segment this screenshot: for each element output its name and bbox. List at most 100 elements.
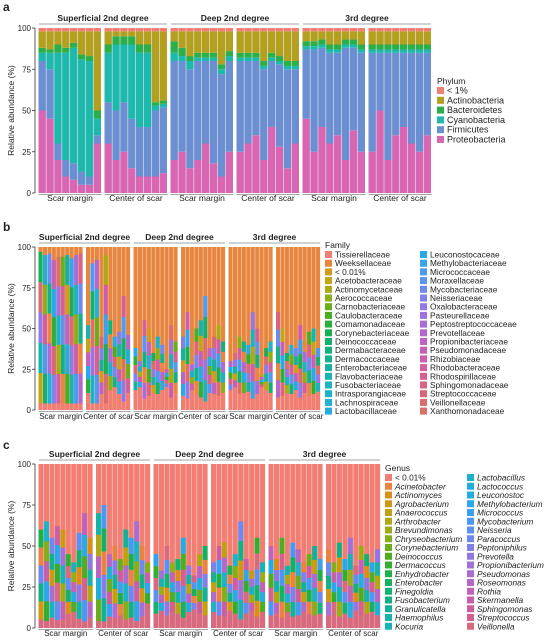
bar-segment — [347, 569, 353, 586]
bar-segment — [259, 379, 264, 382]
bar-segment — [198, 382, 203, 398]
bar-segment — [310, 46, 318, 50]
bar-segment — [216, 601, 222, 616]
bar-segment — [191, 575, 197, 583]
legend-entry: Pseudomonadaceae — [430, 345, 506, 355]
bar-segment — [38, 565, 44, 584]
bar-segment — [180, 537, 186, 554]
legend-swatch — [325, 372, 332, 380]
legend-swatch — [467, 544, 474, 551]
bar-segment — [74, 344, 79, 374]
bar-segment — [185, 312, 190, 330]
bar-segment — [38, 403, 43, 410]
bar-segment — [112, 160, 120, 193]
bar-segment — [275, 61, 284, 65]
legend-entry: Methylobacteriaceae — [430, 258, 507, 268]
bar-segment — [295, 549, 301, 563]
bar-segment — [198, 320, 203, 336]
bar-segment — [155, 394, 160, 410]
bar-segment — [293, 373, 298, 382]
bar-segment — [96, 534, 102, 557]
bar-segment — [280, 395, 285, 410]
bar-segment — [170, 160, 178, 193]
bar-segment — [112, 546, 118, 561]
bar-segment — [51, 346, 56, 375]
bar-segment — [347, 601, 353, 618]
bar-segment — [169, 592, 175, 603]
legend-swatch — [437, 87, 444, 94]
bar-segment — [358, 573, 364, 588]
bar-segment — [142, 382, 147, 399]
bar-segment — [311, 341, 316, 355]
bar-segment — [77, 184, 86, 193]
bar-segment — [87, 585, 93, 602]
bar-segment — [211, 602, 217, 612]
bar-segment — [227, 610, 233, 628]
bar-segment — [96, 577, 102, 600]
bar-segment — [126, 349, 131, 364]
bar-segment — [56, 403, 61, 410]
bar-segment — [400, 127, 408, 193]
legend-entry: Peptoniphilus — [477, 543, 527, 553]
bar-segment — [160, 247, 165, 410]
bar-segment — [293, 381, 298, 391]
bar-segment — [312, 601, 318, 616]
bar-segment — [121, 338, 126, 360]
bar-segment — [70, 42, 78, 48]
bar-segment — [202, 615, 208, 628]
bar-segment — [341, 31, 350, 40]
legend-swatch — [467, 605, 474, 613]
bar-segment — [99, 382, 104, 395]
bar-segment — [51, 374, 56, 404]
bar-segment — [283, 61, 292, 66]
bar-segment — [317, 570, 323, 581]
bar-segment — [243, 570, 249, 581]
legend-swatch — [437, 106, 444, 114]
bar-segment — [260, 562, 266, 573]
bar-segment — [169, 611, 175, 628]
bar-segment — [74, 314, 79, 345]
bar-segment — [164, 559, 170, 574]
bar-segment — [99, 247, 104, 410]
bar-segment — [232, 577, 238, 590]
bar-segment — [54, 44, 62, 53]
legend-swatch — [437, 126, 444, 134]
bar-segment — [238, 521, 244, 541]
bar-segment — [232, 359, 237, 367]
legend-entry: Agrobacterium — [394, 499, 449, 509]
bar-segment — [42, 373, 47, 404]
bar-segment — [407, 28, 416, 32]
bar-segment — [207, 348, 212, 358]
bar-segment — [121, 317, 126, 339]
bar-segment — [342, 559, 348, 571]
bar-segment — [60, 565, 66, 584]
bar-segment — [175, 591, 181, 603]
bar-segment — [126, 320, 131, 335]
bar-segment — [60, 256, 65, 287]
bar-segment — [336, 616, 342, 628]
bar-segment — [197, 613, 203, 628]
bar-segment — [302, 351, 307, 363]
bar-segment — [93, 31, 101, 111]
bar-segment — [217, 64, 226, 70]
bar-segment — [298, 354, 303, 369]
legend-swatch — [385, 605, 392, 613]
legend-entry: Propionibacterium — [477, 560, 544, 570]
bar-segment — [250, 312, 255, 330]
bar-segment — [93, 28, 101, 32]
bar-segment — [38, 282, 43, 313]
bar-segment — [38, 529, 44, 548]
bar-segment — [216, 573, 222, 588]
bar-segment — [106, 464, 112, 628]
panel-c: c 0 25 50 75 100 Relative abundance (%) Superfi… — [3, 438, 544, 638]
bar-segment — [289, 247, 294, 410]
bar-segment — [364, 613, 370, 628]
facet-label: Center of scar — [328, 629, 379, 638]
bar-segment — [289, 364, 294, 375]
bar-segment — [164, 383, 169, 388]
bar-segment — [221, 572, 227, 587]
bar-segment — [216, 367, 221, 382]
bar-segment — [238, 560, 244, 581]
panel-letter: b — [3, 220, 10, 234]
bar-segment — [284, 376, 289, 385]
